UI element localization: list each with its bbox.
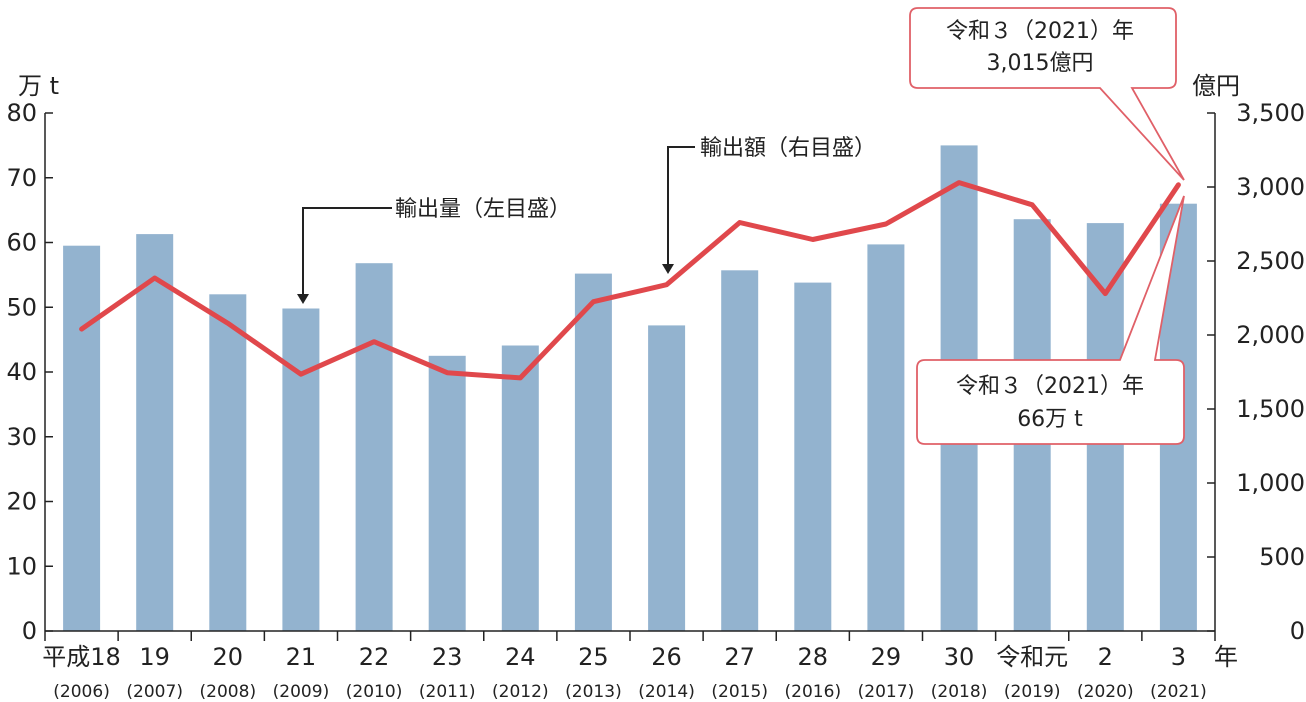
x-year-label-12: (2018) xyxy=(931,682,988,702)
bar-1 xyxy=(136,234,174,631)
bar-6 xyxy=(501,345,539,631)
volume-pointer-arrowhead xyxy=(297,294,309,304)
right-tick-label-2: 1,000 xyxy=(1236,469,1305,497)
callout-volume-box xyxy=(916,195,1185,445)
left-tick-label-4: 40 xyxy=(6,358,37,386)
export-value-line xyxy=(79,180,1181,381)
bar-0 xyxy=(63,245,101,631)
x-category-label-3: 21 xyxy=(286,643,317,671)
right-tick-label-3: 1,500 xyxy=(1236,395,1305,423)
x-year-label-9: (2015) xyxy=(711,682,768,702)
x-category-label-10: 28 xyxy=(798,643,829,671)
x-category-label-5: 23 xyxy=(432,643,463,671)
x-year-label-7: (2013) xyxy=(565,682,622,702)
x-category-label-4: 22 xyxy=(359,643,390,671)
x-year-label-14: (2020) xyxy=(1077,682,1134,702)
callout-volume-line1: 令和３（2021）年 xyxy=(956,374,1144,399)
x-category-label-7: 25 xyxy=(578,643,609,671)
right-axis-unit: 億円 xyxy=(1192,72,1240,100)
x-year-label-5: (2011) xyxy=(419,682,476,702)
x-category-label-13: 令和元 xyxy=(996,643,1068,671)
right-tick-label-5: 2,500 xyxy=(1236,247,1305,275)
callout-volume-line2: 66万 t xyxy=(1017,407,1083,432)
left-tick-label-1: 10 xyxy=(6,552,37,580)
x-axis-unit: 年 xyxy=(1214,643,1238,671)
right-tick-label-7: 3,500 xyxy=(1236,99,1305,127)
x-year-label-0: (2006) xyxy=(53,682,110,702)
value-series-label: 輸出額（右目盛） xyxy=(700,136,876,161)
left-tick-label-0: 0 xyxy=(22,617,37,645)
callout-value-box xyxy=(909,7,1185,181)
bar-8 xyxy=(648,325,686,631)
left-tick-label-2: 20 xyxy=(6,488,37,516)
left-axis-unit: 万 t xyxy=(18,72,59,100)
x-year-label-11: (2017) xyxy=(858,682,915,702)
x-year-label-1: (2007) xyxy=(126,682,183,702)
x-year-label-3: (2009) xyxy=(273,682,330,702)
bar-10 xyxy=(794,282,832,631)
callout-value-line1: 令和３（2021）年 xyxy=(946,19,1134,44)
x-category-label-0: 平成18 xyxy=(42,643,121,671)
x-category-label-14: 2 xyxy=(1098,643,1113,671)
bar-9 xyxy=(721,270,759,631)
x-category-label-12: 30 xyxy=(944,643,975,671)
volume-series-label: 輸出量（左目盛） xyxy=(395,197,571,222)
x-year-label-13: (2019) xyxy=(1004,682,1061,702)
left-tick-label-5: 50 xyxy=(6,293,37,321)
volume-pointer-line xyxy=(302,207,392,298)
x-year-label-10: (2016) xyxy=(785,682,842,702)
x-year-label-4: (2010) xyxy=(346,682,403,702)
right-tick-label-4: 2,000 xyxy=(1236,321,1305,349)
bar-7 xyxy=(574,273,612,631)
x-category-label-9: 27 xyxy=(724,643,755,671)
x-category-label-6: 24 xyxy=(505,643,536,671)
value-pointer-arrowhead xyxy=(662,264,674,274)
value-pointer-line xyxy=(667,146,695,268)
x-year-label-6: (2012) xyxy=(492,682,549,702)
bar-3 xyxy=(282,308,320,631)
x-category-label-15: 3 xyxy=(1171,643,1186,671)
right-tick-label-0: 0 xyxy=(1290,617,1305,645)
right-tick-label-1: 500 xyxy=(1259,543,1305,571)
left-tick-label-6: 60 xyxy=(6,229,37,257)
x-year-label-2: (2008) xyxy=(200,682,257,702)
bar-5 xyxy=(428,355,466,631)
bar-2 xyxy=(209,294,247,631)
right-tick-label-6: 3,000 xyxy=(1236,173,1305,201)
left-tick-label-3: 30 xyxy=(6,423,37,451)
bar-4 xyxy=(355,263,393,631)
bar-11 xyxy=(867,244,905,631)
x-category-label-1: 19 xyxy=(139,643,170,671)
x-category-label-11: 29 xyxy=(871,643,902,671)
x-year-label-8: (2014) xyxy=(638,682,695,702)
x-year-label-15: (2021) xyxy=(1150,682,1207,702)
x-category-label-8: 26 xyxy=(651,643,682,671)
x-category-label-2: 20 xyxy=(213,643,244,671)
left-tick-label-8: 80 xyxy=(6,99,37,127)
callout-value-line2: 3,015億円 xyxy=(987,51,1094,76)
left-tick-label-7: 70 xyxy=(6,164,37,192)
